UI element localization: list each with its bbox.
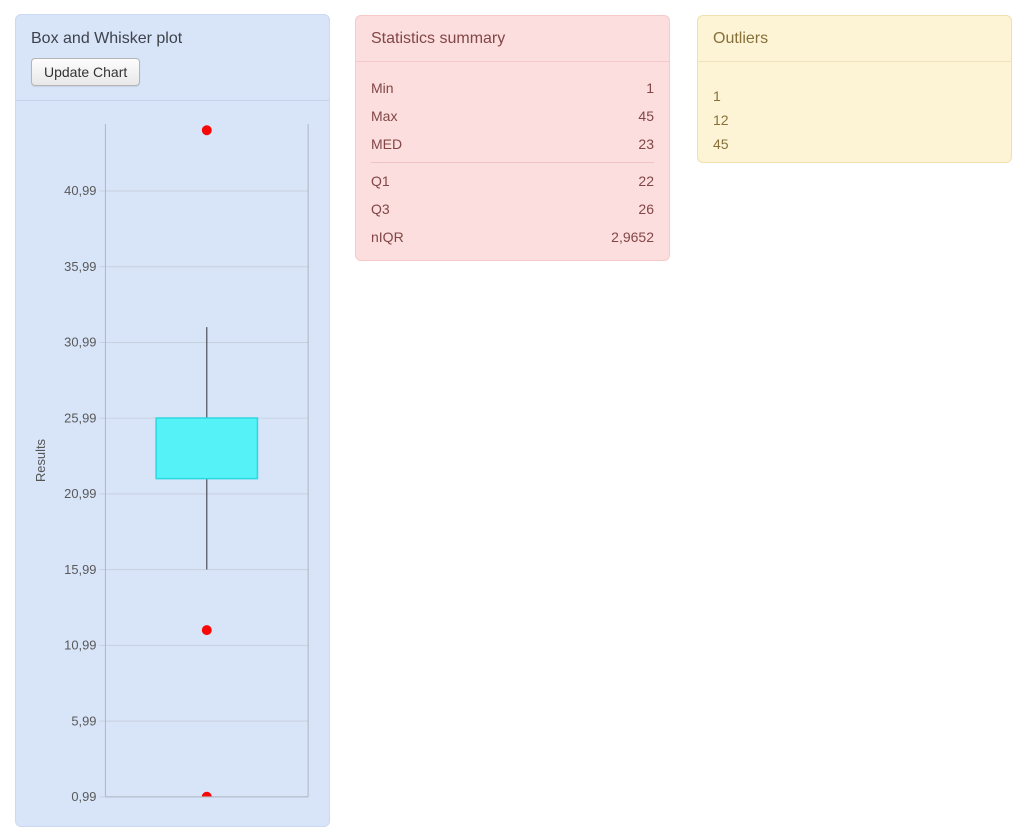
y-axis-title: Results xyxy=(33,439,48,482)
stat-row-med: MED 23 xyxy=(356,130,669,158)
y-tick-label: 5,99 xyxy=(71,713,96,728)
statistics-body: Min 1 Max 45 MED 23 Q1 22 Q3 26 nIQR 2,9… xyxy=(356,62,669,251)
stat-label: Max xyxy=(371,108,398,124)
stat-label: MED xyxy=(371,136,403,152)
stat-label: Q1 xyxy=(371,173,390,189)
stat-label: Min xyxy=(371,80,394,96)
stat-row-q3: Q3 26 xyxy=(356,195,669,223)
boxplot-panel-title: Box and Whisker plot xyxy=(31,30,183,47)
boxplot-chart-svg: 0,99 5,99 10,99 15,99 20,99 25,99 30,99 35,99 40… xyxy=(33,124,309,804)
y-tick-label: 40,99 xyxy=(64,183,96,198)
outlier-point xyxy=(201,125,212,136)
statistics-panel-title: Statistics summary xyxy=(371,30,506,47)
stat-row-max: Max 45 xyxy=(356,102,669,130)
stat-value: 1 xyxy=(646,80,654,96)
stat-label: Q3 xyxy=(371,201,390,217)
stat-value: 23 xyxy=(638,136,654,152)
boxplot-series xyxy=(155,125,259,797)
stat-row-niqr: nIQR 2,9652 xyxy=(356,223,669,251)
y-tick-label: 0,99 xyxy=(71,789,96,804)
update-chart-button[interactable]: Update Chart xyxy=(31,58,141,86)
boxplot-panel: Box and Whisker plot Update Chart 0,99 5,… xyxy=(15,14,330,827)
stat-value: 26 xyxy=(638,201,654,217)
y-tick-label: 10,99 xyxy=(64,638,96,653)
stats-divider xyxy=(371,162,654,163)
outlier-point xyxy=(201,791,212,797)
y-tick-label: 30,99 xyxy=(64,335,96,350)
statistics-panel: Statistics summary Min 1 Max 45 MED 23 Q… xyxy=(355,15,670,261)
y-tick-label: 20,99 xyxy=(64,486,96,501)
stat-value: 2,9652 xyxy=(611,229,654,245)
iqr-box xyxy=(155,417,259,480)
outliers-panel-title: Outliers xyxy=(713,30,769,47)
outlier-list-item: 1 xyxy=(713,88,721,104)
boxplot-chart: 0,99 5,99 10,99 15,99 20,99 25,99 30,99 35,99 40… xyxy=(16,101,329,827)
stat-row-q1: Q1 22 xyxy=(356,167,669,195)
outlier-list-item: 45 xyxy=(713,136,729,152)
y-tick-label: 25,99 xyxy=(64,410,96,425)
statistics-panel-header: Statistics summary xyxy=(356,16,669,62)
boxplot-panel-header: Box and Whisker plot Update Chart xyxy=(16,15,329,101)
outliers-panel-header: Outliers xyxy=(698,16,1011,62)
outliers-panel: Outliers 1 12 45 xyxy=(697,15,1012,163)
stat-value: 22 xyxy=(638,173,654,189)
y-tick-label: 15,99 xyxy=(64,562,96,577)
stat-value: 45 xyxy=(638,108,654,124)
y-tick-label: 35,99 xyxy=(64,259,96,274)
outlier-list-item: 12 xyxy=(713,112,729,128)
stat-label: nIQR xyxy=(371,229,404,245)
outlier-point xyxy=(201,625,212,636)
stat-row-min: Min 1 xyxy=(356,74,669,102)
outliers-list: 1 12 45 xyxy=(698,62,1011,166)
